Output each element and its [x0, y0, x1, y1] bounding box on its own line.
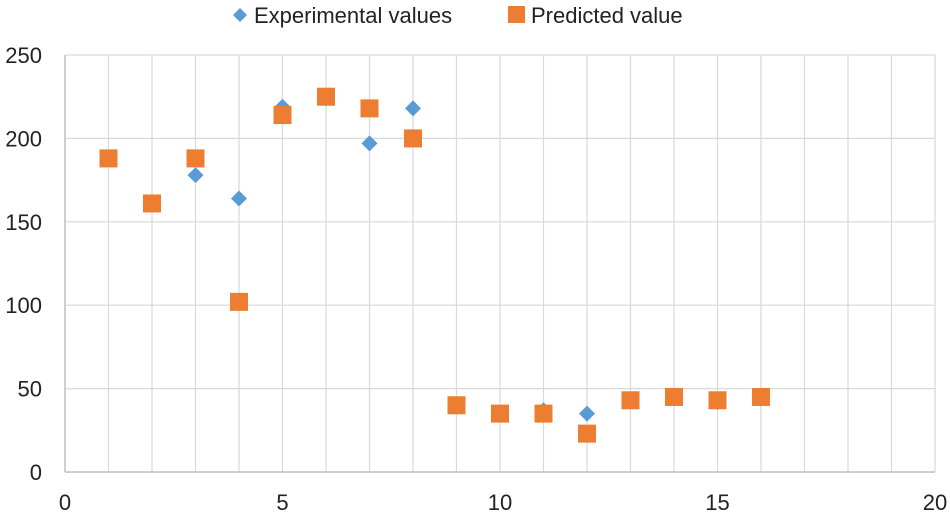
data-point-square — [708, 391, 727, 410]
data-point-square — [752, 387, 770, 406]
data-point-diamond — [405, 100, 421, 117]
legend: Experimental values Predicted value — [233, 3, 683, 28]
data-point-square — [273, 106, 292, 125]
legend-label-experimental: Experimental values — [254, 3, 452, 28]
data-point-square — [360, 99, 379, 118]
y-tick-label: 0 — [30, 460, 42, 485]
data-point-diamond — [361, 135, 378, 152]
legend-marker-square — [508, 6, 525, 23]
data-point-square — [404, 129, 422, 148]
y-tick-label: 250 — [5, 43, 42, 68]
legend-item-predicted: Predicted value — [508, 3, 683, 28]
legend-item-experimental: Experimental values — [233, 3, 452, 28]
x-tick-labels: 0 5 10 15 20 — [59, 490, 947, 515]
axes — [64, 55, 935, 473]
x-tick-label: 20 — [923, 490, 947, 515]
data-point-square — [665, 387, 683, 406]
data-point-square — [186, 149, 205, 168]
x-tick-label: 0 — [59, 490, 71, 515]
data-point-square — [491, 404, 509, 423]
data-point-diamond — [579, 405, 595, 422]
data-point-square — [317, 87, 335, 106]
series-square — [99, 87, 770, 443]
y-tick-label: 50 — [18, 377, 42, 402]
legend-marker-diamond — [233, 8, 247, 22]
data-point-square — [230, 292, 248, 311]
data-point-square — [447, 396, 466, 415]
x-tick-label: 10 — [488, 490, 512, 515]
x-tick-label: 5 — [276, 490, 288, 515]
legend-label-predicted: Predicted value — [531, 3, 683, 28]
y-tick-label: 150 — [5, 210, 42, 235]
y-tick-label: 200 — [5, 126, 42, 151]
data-point-square — [534, 404, 553, 423]
data-point-square — [143, 194, 161, 213]
data-points — [99, 87, 770, 443]
y-tick-labels: 0 50 100 150 200 250 — [5, 43, 42, 485]
x-tick-label: 15 — [705, 490, 729, 515]
data-point-square — [621, 391, 640, 410]
data-point-square — [578, 424, 596, 443]
series-diamond — [100, 90, 769, 422]
data-point-diamond — [187, 167, 204, 184]
y-tick-label: 100 — [5, 293, 42, 318]
data-point-diamond — [231, 190, 247, 207]
data-point-square — [99, 149, 118, 168]
